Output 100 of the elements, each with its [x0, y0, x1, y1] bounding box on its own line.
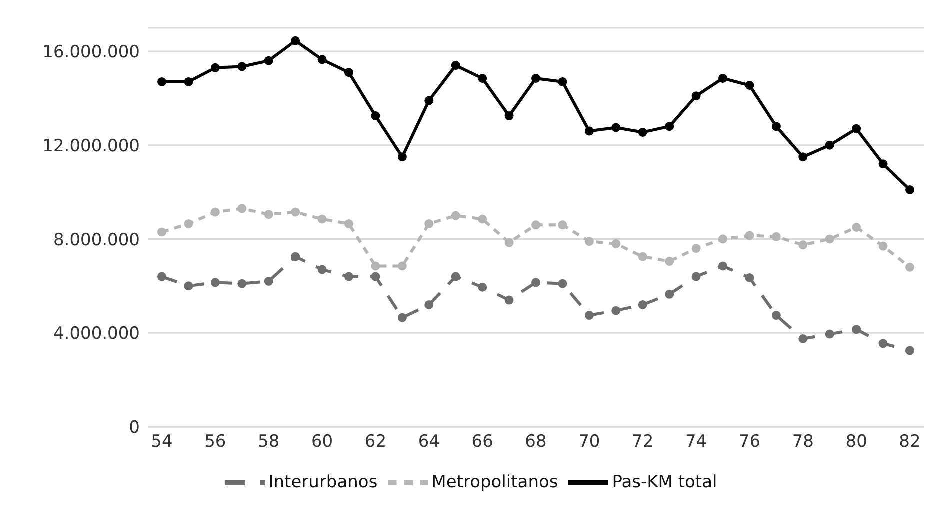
point — [504, 296, 514, 305]
point — [532, 220, 540, 230]
point — [318, 265, 327, 274]
point — [318, 55, 327, 64]
point — [665, 122, 674, 132]
point — [584, 237, 594, 246]
point — [424, 219, 434, 228]
point — [665, 257, 674, 266]
point — [852, 124, 862, 134]
point — [504, 238, 514, 248]
y-tick-label: 4.000.000 — [53, 324, 140, 344]
point — [210, 208, 220, 217]
point — [745, 273, 754, 282]
point — [772, 311, 781, 320]
x-tick-label: 70 — [578, 432, 600, 452]
x-tick-label: 76 — [738, 432, 761, 452]
point — [210, 63, 220, 72]
point — [291, 36, 300, 46]
point — [398, 313, 407, 322]
point — [584, 311, 594, 320]
point — [478, 214, 488, 224]
point — [478, 74, 488, 83]
point — [638, 300, 648, 310]
point — [906, 185, 914, 194]
point — [612, 306, 621, 316]
x-tick-label: 58 — [258, 432, 280, 452]
point — [264, 210, 274, 220]
point — [451, 61, 460, 70]
point — [852, 325, 862, 334]
x-tick-label: 74 — [685, 432, 708, 452]
point — [371, 262, 380, 271]
point — [344, 219, 354, 228]
point — [825, 330, 834, 339]
x-tick-label: 80 — [846, 432, 868, 452]
point — [264, 56, 274, 66]
point — [558, 220, 568, 230]
point — [718, 262, 728, 271]
y-tick-label: 0 — [129, 418, 140, 438]
x-tick-label: 72 — [632, 432, 654, 452]
point — [158, 228, 166, 237]
point — [318, 214, 327, 224]
point — [291, 252, 300, 262]
point — [504, 112, 514, 121]
point — [718, 74, 728, 83]
point — [638, 252, 648, 262]
point — [878, 242, 888, 251]
point — [878, 160, 888, 169]
legend-label: Metropolitanos — [432, 472, 558, 493]
point — [424, 96, 434, 106]
x-tick-label: 62 — [364, 432, 387, 452]
point — [478, 282, 488, 292]
point — [692, 272, 701, 282]
point — [344, 68, 354, 78]
x-tick-label: 66 — [472, 432, 494, 452]
point — [532, 278, 540, 288]
point — [692, 92, 701, 101]
point — [184, 282, 194, 291]
point — [612, 123, 621, 132]
point — [745, 231, 754, 240]
point — [451, 211, 460, 220]
point — [878, 339, 888, 348]
point — [291, 208, 300, 217]
point — [238, 62, 247, 72]
point — [558, 77, 568, 86]
y-tick-label: 12.000.000 — [42, 136, 140, 156]
point — [825, 140, 834, 150]
legend-label: Interurbanos — [268, 472, 378, 493]
point — [798, 334, 808, 344]
x-tick-label: 54 — [151, 432, 173, 452]
point — [398, 152, 407, 162]
point — [184, 219, 194, 228]
point — [210, 278, 220, 288]
point — [424, 300, 434, 310]
point — [906, 262, 914, 272]
x-tick-label: 60 — [311, 432, 334, 452]
point — [158, 272, 166, 282]
legend-label: Pas-KM total — [612, 472, 718, 493]
point — [798, 152, 808, 162]
point — [718, 234, 728, 244]
point — [772, 232, 781, 242]
x-tick-label: 68 — [525, 432, 547, 452]
point — [558, 279, 568, 288]
point — [238, 279, 247, 288]
point — [638, 128, 648, 137]
point — [158, 77, 166, 86]
x-tick-label: 64 — [418, 432, 440, 452]
point — [371, 112, 380, 121]
y-tick-label: 8.000.000 — [53, 230, 140, 250]
point — [825, 234, 834, 244]
point — [344, 272, 354, 282]
point — [665, 290, 674, 299]
point — [745, 81, 754, 90]
point — [692, 244, 701, 254]
point — [238, 204, 247, 214]
point — [584, 126, 594, 136]
point — [852, 223, 862, 232]
point — [798, 240, 808, 250]
x-tick-label: 56 — [204, 432, 226, 452]
x-tick-label: 82 — [899, 432, 921, 452]
x-tick-label: 78 — [792, 432, 814, 452]
